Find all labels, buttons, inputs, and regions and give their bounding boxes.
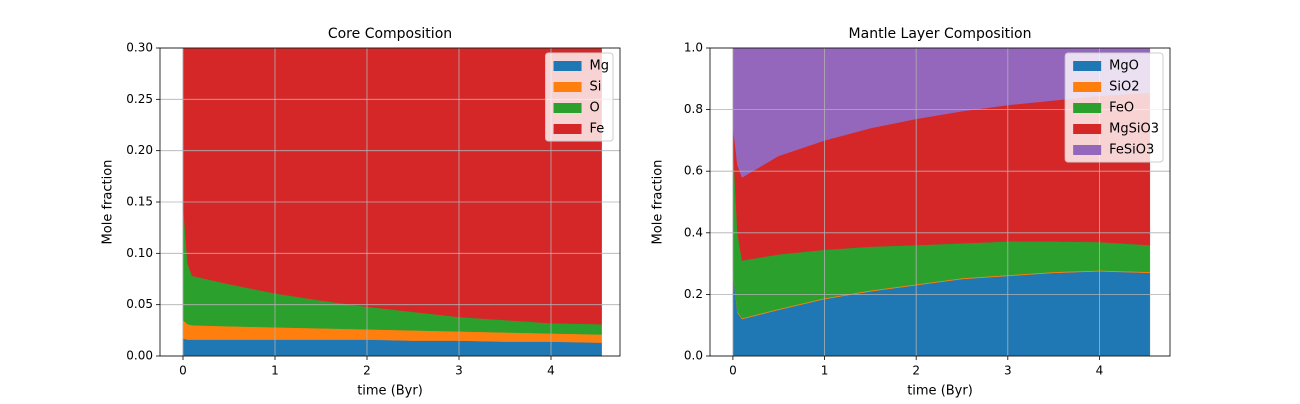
axes-frame [159, 47, 621, 357]
area [182, 48, 602, 325]
x-tick-label: 4 [547, 364, 555, 378]
y-tick-label: 0.8 [684, 102, 703, 116]
y-tick-label: 0.00 [126, 349, 153, 363]
chart-title: Mantle Layer Composition [849, 26, 1032, 42]
y-tick-label: 0.30 [126, 41, 153, 55]
legend-label: O [590, 101, 600, 116]
legend-label: MgSiO3 [1109, 122, 1159, 137]
axes-frame [709, 47, 1171, 357]
legend-label: Fe [590, 122, 605, 137]
x-tick-label: 0 [729, 364, 737, 378]
x-axis-label: time (Byr) [907, 384, 973, 399]
legend-box [545, 52, 614, 142]
legend-swatch [1073, 82, 1102, 92]
y-axis-label: Mole fraction [101, 160, 116, 245]
legend-swatch [1073, 145, 1102, 155]
y-tick-label: 0.15 [126, 195, 153, 209]
x-tick-label: 3 [455, 364, 463, 378]
legend-label: Si [590, 80, 602, 95]
x-tick-label: 2 [363, 364, 371, 378]
chart-panel: 0 1 2 3 4 0.00 0.05 0.10 0.15 0.20 0.25 0.30 Core Co… [101, 26, 621, 399]
chart-title: Core Composition [328, 26, 452, 42]
chart-panel: 0 1 2 3 4 0.0 0.2 0.4 0.6 0.8 1.0 Mantle Layer Comp… [651, 26, 1171, 399]
y-tick-label: 0.6 [684, 164, 703, 178]
x-tick-label: 1 [271, 364, 279, 378]
x-tick-label: 1 [821, 364, 829, 378]
legend: Mg Si O Fe [545, 52, 614, 142]
legend-swatch [1073, 61, 1102, 71]
legend-label: Mg [590, 59, 609, 74]
x-axis-label: time (Byr) [357, 384, 423, 399]
plot-area [732, 48, 1151, 356]
legend-swatch [553, 103, 582, 113]
legend-label: MgO [1109, 59, 1139, 74]
x-tick-label: 3 [1004, 364, 1012, 378]
y-axis-label: Mole fraction [651, 160, 666, 245]
x-tick-label: 2 [912, 364, 920, 378]
legend-swatch [553, 124, 582, 134]
legend: MgO SiO2 FeO MgSiO3 FeSiO3 [1064, 52, 1164, 163]
y-tick-label: 0.4 [684, 225, 703, 239]
y-tick-label: 0.10 [126, 246, 153, 260]
y-tick-label: 1.0 [684, 41, 703, 55]
y-tick-label: 0.25 [126, 92, 153, 106]
x-tick-label: 0 [179, 364, 187, 378]
y-tick-label: 0.05 [126, 297, 153, 311]
legend-label: SiO2 [1109, 80, 1139, 95]
legend-swatch [553, 82, 582, 92]
y-tick-label: 0.0 [684, 349, 703, 363]
plot-area [182, 48, 602, 356]
legend-swatch [1073, 103, 1102, 113]
y-tick-label: 0.20 [126, 143, 153, 157]
y-tick-label: 0.2 [684, 287, 703, 301]
legend-swatch [553, 61, 582, 71]
legend-label: FeO [1109, 101, 1134, 116]
x-tick-label: 4 [1096, 364, 1104, 378]
legend-swatch [1073, 124, 1102, 134]
legend-box [1064, 52, 1164, 163]
legend-label: FeSiO3 [1109, 143, 1154, 158]
